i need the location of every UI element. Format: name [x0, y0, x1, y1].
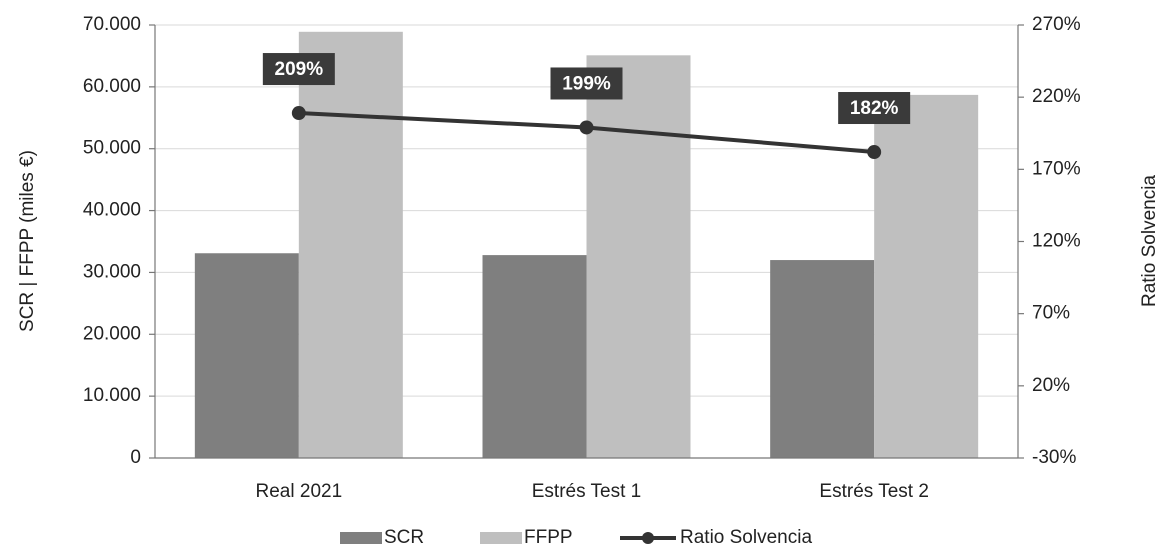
x-tick-label: Estrés Test 1 — [532, 481, 641, 502]
x-tick-label: Estrés Test 2 — [819, 481, 928, 502]
data-label: 209% — [262, 53, 335, 86]
y2-tick-label: -30% — [1032, 447, 1076, 468]
legend-label: Ratio Solvencia — [680, 527, 812, 548]
y2-tick-label: 170% — [1032, 158, 1081, 179]
y-axis-label: SCR | FFPP (miles €) — [17, 150, 38, 332]
data-label-box — [262, 53, 335, 86]
bar — [586, 55, 691, 459]
y-tick-label: 0 — [130, 447, 141, 468]
y-tick-label: 60.000 — [83, 76, 141, 97]
legend-swatch — [480, 532, 522, 544]
legend-marker — [642, 532, 654, 544]
legend-label: SCR — [384, 527, 424, 548]
bar — [298, 31, 403, 458]
data-label: 199% — [550, 67, 623, 100]
data-label-text: 209% — [275, 59, 324, 80]
x-tick-label: Real 2021 — [256, 481, 343, 502]
bar — [194, 253, 299, 458]
y2-tick-label: 220% — [1032, 86, 1081, 107]
legend-label: FFPP — [524, 527, 573, 548]
bar — [482, 255, 587, 458]
y2-tick-label: 270% — [1032, 14, 1081, 35]
data-label-text: 199% — [562, 73, 611, 94]
line-point — [291, 106, 306, 121]
y2-tick-label: 120% — [1032, 231, 1081, 252]
y-tick-label: 70.000 — [83, 14, 141, 35]
y2-tick-label: 20% — [1032, 375, 1070, 396]
y-tick-label: 50.000 — [83, 138, 141, 159]
data-label: 182% — [838, 92, 911, 125]
y-tick-label: 20.000 — [83, 323, 141, 344]
line-point — [867, 145, 882, 160]
y-tick-label: 40.000 — [83, 200, 141, 221]
data-label-text: 182% — [850, 98, 899, 119]
bar — [770, 260, 875, 458]
data-label-box — [838, 92, 911, 125]
y-tick-label: 30.000 — [83, 261, 141, 282]
bar — [874, 94, 979, 459]
y2-axis-label: Ratio Solvencia — [1139, 175, 1160, 307]
data-label-box — [550, 67, 623, 100]
y-tick-label: 10.000 — [83, 385, 141, 406]
legend-swatch — [340, 532, 382, 544]
y2-tick-label: 70% — [1032, 303, 1070, 324]
line-point — [579, 120, 594, 135]
